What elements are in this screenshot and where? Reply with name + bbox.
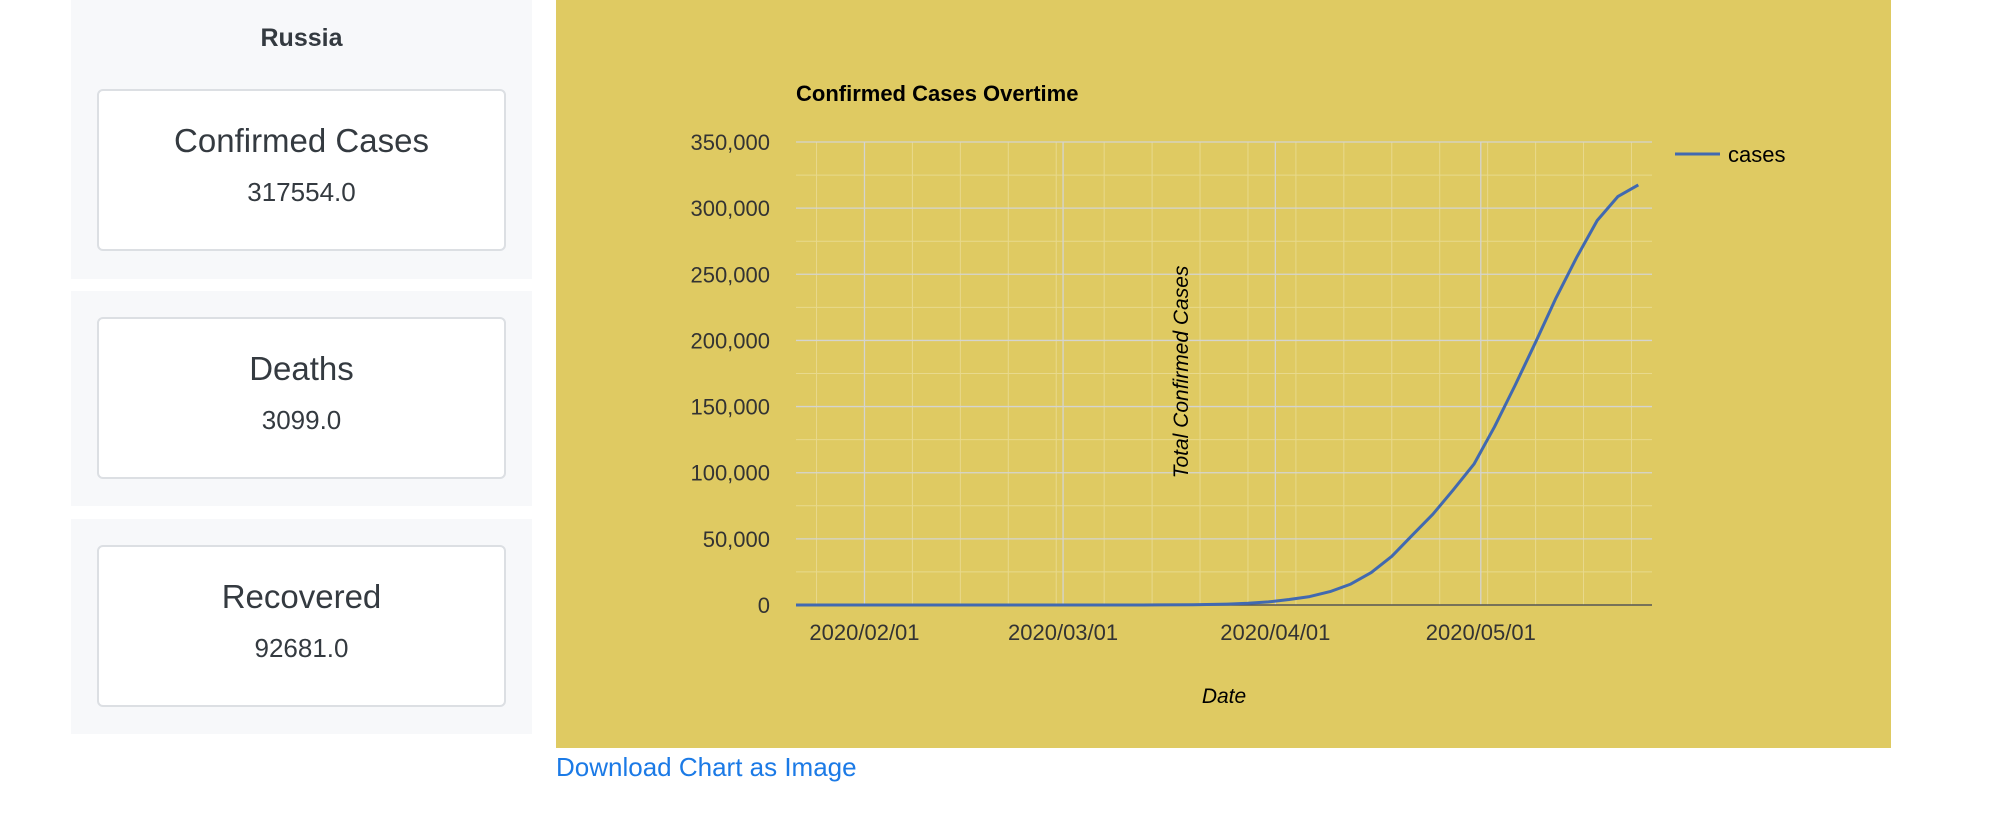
legend-label-cases: cases [1728, 142, 1785, 167]
minor-gridlines [796, 142, 1652, 605]
country-name: Russia [260, 24, 343, 52]
deaths-title: Deaths [249, 350, 354, 387]
chart-title: Confirmed Cases Overtime [796, 81, 1078, 106]
x-tick-label: 2020/04/01 [1220, 620, 1330, 645]
y-tick-label: 250,000 [690, 262, 770, 287]
major-gridlines [796, 141, 1652, 605]
y-tick-label: 100,000 [690, 461, 770, 486]
x-tick-label: 2020/02/01 [809, 620, 919, 645]
y-tick-label: 50,000 [703, 527, 770, 552]
y-tick-label: 0 [758, 593, 770, 618]
confirmed-cases-card: Confirmed Cases 317554.0 [97, 89, 506, 251]
x-axis-label: Date [1202, 685, 1246, 708]
stats-column: Russia Confirmed Cases 317554.0 Deaths 3… [71, 0, 532, 734]
y-axis-label: Total Confirmed Cases [1170, 265, 1193, 478]
series-line-cases [796, 183, 1640, 607]
x-axis-tick-labels: 2020/02/01 2020/03/01 2020/04/01 2020/05/01 [809, 620, 1535, 645]
recovered-title: Recovered [221, 578, 382, 615]
x-tick-label: 2020/05/01 [1426, 620, 1536, 645]
legend: cases [1675, 142, 1785, 167]
recovered-card: Recovered 92681.0 [97, 545, 506, 707]
recovered-panel: Recovered 92681.0 [71, 519, 532, 734]
y-tick-label: 200,000 [690, 328, 770, 353]
x-tick-label: 2020/03/01 [1008, 620, 1118, 645]
confirmed-panel: Russia Confirmed Cases 317554.0 [71, 0, 532, 279]
y-axis-tick-labels: 0 50,000 100,000 150,000 200,000 250,000 300,0… [690, 130, 770, 618]
confirmed-cases-chart: 0 50,000 100,000 150,000 200,000 250,000 300,0… [690, 81, 1785, 708]
recovered-value: 92681.0 [254, 633, 349, 663]
y-tick-label: 150,000 [690, 395, 770, 420]
deaths-card: Deaths 3099.0 [97, 317, 506, 479]
deaths-panel: Deaths 3099.0 [71, 291, 532, 506]
confirmed-cases-title: Confirmed Cases [174, 122, 429, 159]
deaths-value: 3099.0 [261, 405, 342, 435]
chart-panel: 0 50,000 100,000 150,000 200,000 250,000 300,0… [556, 0, 1891, 748]
y-tick-label: 300,000 [690, 196, 770, 221]
confirmed-cases-value: 317554.0 [247, 177, 356, 207]
download-chart-link[interactable]: Download Chart as Image [556, 752, 857, 782]
y-tick-label: 350,000 [690, 130, 770, 155]
